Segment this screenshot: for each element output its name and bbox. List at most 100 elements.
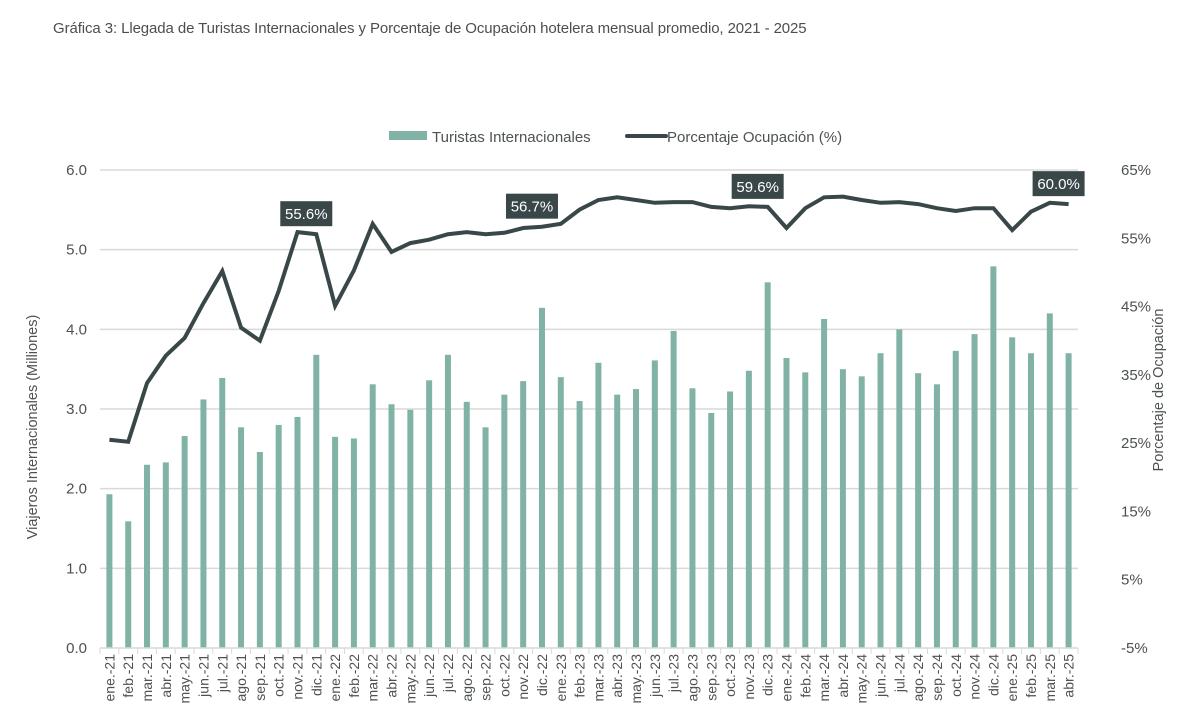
x-tick-label: ago.-22 (459, 654, 475, 702)
bar (633, 389, 640, 648)
x-tick-label: nov.-22 (515, 654, 531, 700)
bar (520, 381, 527, 648)
annotation-text: 59.6% (736, 179, 779, 196)
annotation-label: 55.6% (280, 201, 333, 227)
y2-tick-label: 25% (1121, 435, 1151, 452)
x-tick-label: feb.-22 (346, 654, 362, 698)
bar (181, 436, 188, 648)
x-tick-label: feb.-23 (572, 654, 588, 698)
legend: Turistas Internacionales Porcentaje Ocup… (389, 129, 842, 146)
bar (651, 360, 658, 648)
x-tick-label: sep.-24 (929, 654, 945, 701)
x-tick-label: dic.-22 (534, 654, 550, 696)
bar (463, 401, 470, 648)
x-tick-label: jul.-23 (666, 654, 682, 693)
annotation-label: 60.0% (1032, 171, 1085, 197)
bar (915, 373, 922, 648)
bar (877, 353, 884, 648)
x-tick-label: jul.-21 (214, 654, 230, 693)
x-tick-label: mar.-25 (1042, 654, 1058, 702)
x-tick-label: nov.-21 (289, 654, 305, 700)
bar (1027, 353, 1034, 648)
bar (256, 452, 263, 648)
annotation-text: 60.0% (1037, 176, 1080, 193)
bar (444, 354, 451, 648)
bar (952, 350, 959, 648)
annotation-text: 56.7% (511, 199, 554, 216)
bar (1065, 353, 1072, 648)
x-tick-label: may.-23 (628, 654, 644, 704)
annotation-box (505, 193, 558, 219)
y2-tick-label: 15% (1121, 503, 1151, 520)
bar (745, 370, 752, 648)
x-tick-label: may.-24 (854, 654, 870, 704)
bar (764, 282, 771, 648)
bar (821, 318, 828, 648)
bar (106, 494, 113, 648)
bar (501, 394, 508, 648)
x-tick-label: feb.-25 (1023, 654, 1039, 698)
annotations: 55.6% 56.7% 59.6% 60.0% (280, 171, 1085, 227)
x-tick-label: ago.-24 (910, 654, 926, 702)
bar (595, 362, 602, 648)
y2-tick-label: 65% (1121, 162, 1151, 179)
x-tick-label: abr.-24 (835, 654, 851, 698)
line-series (109, 194, 1069, 444)
x-tick-label: ene.-25 (1004, 654, 1020, 702)
x-tick-label: jun.-22 (421, 654, 437, 698)
x-tick-label: sep.-21 (252, 654, 268, 701)
y-tick-label: 2.0 (66, 481, 87, 498)
x-tick-label: dic.-24 (985, 654, 1001, 696)
x-tick-label: ene.-21 (101, 654, 117, 702)
x-tick-label: jun.-21 (195, 654, 211, 698)
chart-title: Gráfica 3: Llegada de Turistas Internaci… (53, 20, 807, 37)
bar (294, 416, 301, 648)
x-tick-label: ago.-21 (233, 654, 249, 702)
bar (313, 354, 320, 648)
bar (219, 377, 226, 648)
occupancy-line (109, 194, 1069, 444)
y2-tick-label: -5% (1121, 640, 1148, 657)
y2-tick-label: 45% (1121, 299, 1151, 316)
x-tick-label: dic.-21 (308, 654, 324, 696)
bar (971, 334, 978, 648)
gridlines (100, 169, 1078, 570)
annotation-box (280, 201, 333, 227)
legend-label-line: Porcentaje Ocupación (%) (667, 129, 842, 146)
bar (482, 427, 489, 648)
x-tick-label: nov.-23 (741, 654, 757, 700)
x-tick-label: feb.-21 (120, 654, 136, 698)
x-tick-label: mar.-22 (365, 654, 381, 702)
legend-label-bar: Turistas Internacionales (432, 129, 591, 146)
x-tick-label: ene.-24 (778, 654, 794, 702)
bar (727, 391, 734, 648)
legend-swatch-bar (389, 131, 427, 140)
x-tick-label: mar.-21 (139, 654, 155, 702)
bar (407, 409, 414, 648)
bar (990, 266, 997, 648)
y-tick-label: 6.0 (66, 162, 87, 179)
bar (388, 404, 395, 648)
bar (538, 307, 545, 648)
annotation-label: 56.7% (505, 193, 558, 219)
bar (708, 412, 715, 648)
x-tick-label: may.-21 (177, 654, 193, 704)
bar (689, 388, 696, 648)
x-tick-label: mar.-24 (816, 654, 832, 702)
bar (896, 329, 903, 648)
y-tick-label: 3.0 (66, 401, 87, 418)
bar (614, 394, 621, 648)
x-tick-label: nov.-24 (967, 654, 983, 700)
x-tick-label: oct.-23 (722, 654, 738, 697)
x-tick-label: jun.-23 (647, 654, 663, 698)
bar-series (106, 266, 1072, 648)
bar (783, 358, 790, 648)
bar (576, 401, 583, 648)
x-tick-label: abr.-22 (384, 654, 400, 698)
annotation-text: 55.6% (285, 206, 328, 223)
y2-axis-title: Porcentaje de Ocupación (1151, 309, 1167, 472)
x-tick-label: abr.-23 (609, 654, 625, 698)
x-tick-label: ene.-22 (327, 654, 343, 702)
bar (332, 436, 339, 648)
x-tick-label: sep.-22 (478, 654, 494, 701)
